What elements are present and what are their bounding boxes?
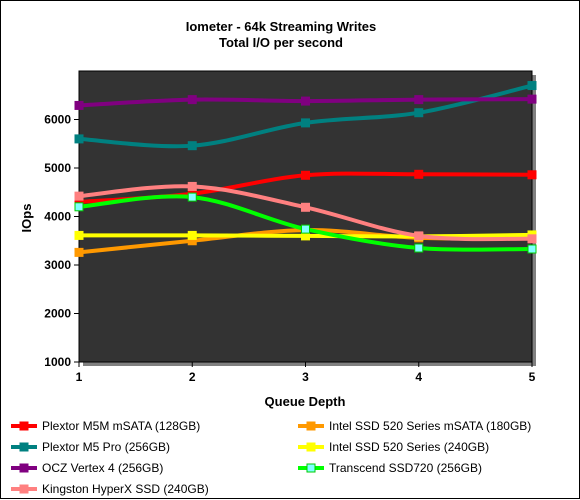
series-point xyxy=(414,95,424,105)
legend-swatch-marker xyxy=(306,463,316,473)
series-point xyxy=(301,118,310,128)
series-point xyxy=(527,244,537,254)
legend-entry: Transcend SSD720 (256GB) xyxy=(329,461,482,475)
legend-entry: Intel SSD 520 Series (240GB) xyxy=(329,440,489,454)
series-point xyxy=(187,141,197,151)
x-tick-label: 5 xyxy=(529,370,536,384)
series-point xyxy=(301,170,310,180)
legend-entry: OCZ Vertex 4 (256GB) xyxy=(42,461,163,475)
y-tick-label: 4000 xyxy=(44,210,71,224)
series-point xyxy=(74,191,84,201)
x-tick-label: 3 xyxy=(302,370,309,384)
series-point xyxy=(414,243,424,253)
plot-area xyxy=(78,70,533,363)
series-point xyxy=(527,94,537,104)
y-tick-label: 1000 xyxy=(44,355,71,369)
series-point xyxy=(74,202,84,212)
y-tick-label: 3000 xyxy=(44,258,71,272)
legend-swatch-marker xyxy=(19,463,29,473)
chart-title: Iometer - 64k Streaming Writes xyxy=(186,19,377,34)
legend-swatch-marker xyxy=(19,421,29,431)
legend-swatch-marker xyxy=(306,421,316,431)
legend-swatch-marker xyxy=(19,484,29,494)
series-point xyxy=(414,108,424,118)
x-tick-label: 1 xyxy=(76,370,83,384)
y-tick-label: 5000 xyxy=(44,161,71,175)
series-point xyxy=(301,224,310,234)
series-point xyxy=(527,81,537,91)
y-tick-label: 6000 xyxy=(44,113,71,127)
series-point xyxy=(187,95,197,105)
series-point xyxy=(74,247,84,257)
series-point xyxy=(414,231,424,241)
legend-entry: Kingston HyperX SSD (240GB) xyxy=(42,482,209,496)
series-point xyxy=(527,170,537,180)
legend-swatch-marker xyxy=(19,442,29,452)
legend-entry: Plextor M5 Pro (256GB) xyxy=(42,440,170,454)
legend-entry: Plextor M5M mSATA (128GB) xyxy=(42,419,200,433)
series-point xyxy=(301,202,310,212)
series-point xyxy=(74,100,84,110)
x-axis-label: Queue Depth xyxy=(265,394,346,409)
x-tick-label: 4 xyxy=(415,370,422,384)
y-tick-label: 2000 xyxy=(44,307,71,321)
legend-swatch-marker xyxy=(306,442,316,452)
chart-subtitle: Total I/O per second xyxy=(219,35,343,50)
y-axis-label: IOps xyxy=(19,204,34,233)
x-tick-label: 2 xyxy=(189,370,196,384)
series-point xyxy=(527,234,537,244)
series-point xyxy=(187,181,197,191)
series-point xyxy=(414,169,424,179)
series-point xyxy=(187,192,197,202)
series-point xyxy=(74,230,84,240)
series-point xyxy=(187,230,197,240)
series-point xyxy=(74,134,84,144)
legend-entry: Intel SSD 520 Series mSATA (180GB) xyxy=(329,419,531,433)
series-point xyxy=(301,96,310,106)
